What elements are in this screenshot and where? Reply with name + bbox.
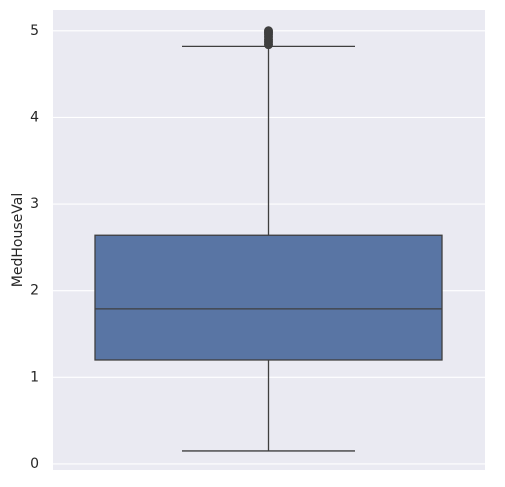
y-tick-label: 0 <box>30 456 39 472</box>
y-tick-label: 4 <box>30 109 39 125</box>
y-tick-label: 1 <box>30 369 39 385</box>
outlier <box>264 26 273 36</box>
y-tick-label: 5 <box>30 23 39 39</box>
box <box>94 234 443 361</box>
y-axis-label: MedHouseVal <box>10 193 26 287</box>
y-tick-label: 3 <box>30 196 39 212</box>
y-tick-label: 2 <box>30 283 39 299</box>
